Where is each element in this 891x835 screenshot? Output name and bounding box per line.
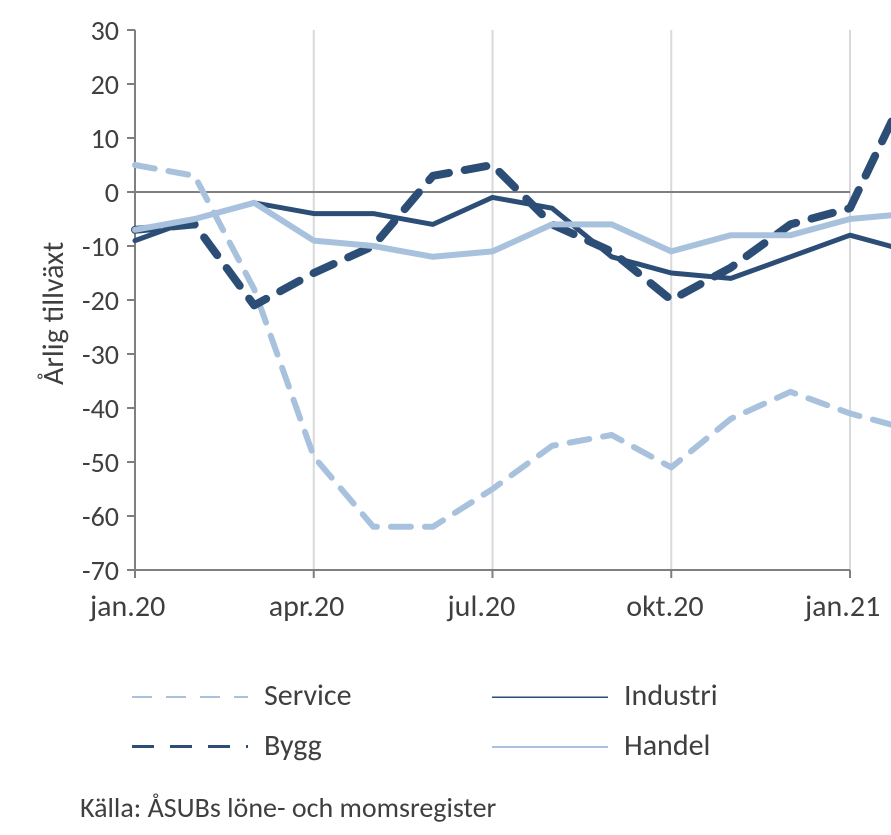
y-tick-label: 0	[59, 175, 119, 210]
legend-label: Bygg	[264, 727, 322, 764]
y-tick-label: 10	[59, 121, 119, 156]
y-tick-label: -60	[59, 499, 119, 534]
x-tick-label: jan.20	[90, 588, 165, 625]
y-tick-label: -30	[59, 337, 119, 372]
y-tick-label: -50	[59, 445, 119, 480]
legend-label: Handel	[624, 727, 710, 764]
legend-label: Service	[264, 677, 352, 714]
y-tick-label: -10	[59, 229, 119, 264]
legend-swatch	[130, 692, 250, 698]
y-tick-label: -70	[59, 553, 119, 588]
chart-plot-area	[0, 0, 891, 620]
chart-source-line: Källa: ÅSUBs löne- och momsregister	[80, 790, 496, 825]
legend-swatch	[490, 692, 610, 698]
legend-swatch	[130, 742, 250, 748]
y-tick-label: -40	[59, 391, 119, 426]
legend-item-bygg: Bygg	[130, 727, 490, 764]
series-service	[135, 165, 891, 527]
x-tick-label: jan.21	[805, 588, 880, 625]
y-tick-label: 20	[59, 67, 119, 102]
chart-legend: Service Industri Bygg Handel	[130, 670, 870, 770]
legend-item-handel: Handel	[490, 727, 850, 764]
legend-label: Industri	[624, 677, 718, 714]
y-tick-label: 30	[59, 13, 119, 48]
legend-item-service: Service	[130, 677, 490, 714]
y-tick-label: -20	[59, 283, 119, 318]
line-chart: Årlig tillväxt jan.20apr.20jul.20okt.20j…	[0, 0, 891, 835]
x-tick-label: okt.20	[626, 588, 703, 625]
x-tick-label: jul.20	[448, 588, 516, 625]
legend-swatch	[490, 742, 610, 748]
legend-item-industri: Industri	[490, 677, 850, 714]
x-tick-label: apr.20	[269, 588, 345, 625]
